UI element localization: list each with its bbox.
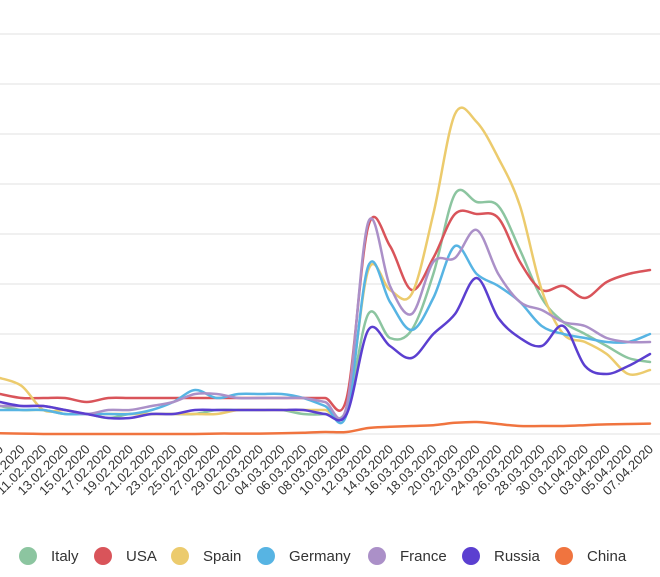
series-line-spain [0,106,652,422]
legend-marker-usa [94,547,112,565]
legend-marker-spain [171,547,189,565]
legend-marker-france [368,547,386,565]
legend-marker-germany [257,547,275,565]
legend-label-china: China [587,548,627,565]
legend-label-russia: Russia [494,548,541,565]
series-line-germany [0,244,652,425]
series-line-france [0,217,652,420]
series-line-russia [0,276,652,422]
legend-label-france: France [400,548,447,565]
legend: Italy USA Spain Germany France Russia China [19,547,627,565]
series-lines [0,106,652,436]
series-line-china [0,420,652,436]
legend-label-italy: Italy [51,548,79,565]
legend-label-spain: Spain [203,548,241,565]
legend-label-germany: Germany [289,548,351,565]
x-axis-tick-labels: 07.02.202009.02.202011.02.202013.02.2020… [0,442,656,499]
grid-lines [0,33,660,435]
legend-marker-italy [19,547,37,565]
legend-marker-china [555,547,573,565]
legend-marker-russia [462,547,480,565]
legend-label-usa: USA [126,548,157,565]
